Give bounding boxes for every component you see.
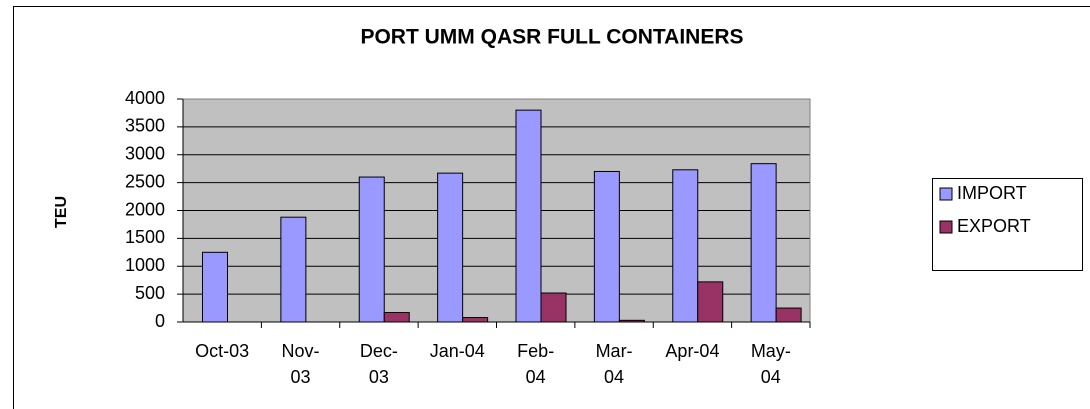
bar — [540, 292, 567, 323]
bar — [437, 172, 464, 323]
bar — [202, 251, 228, 323]
x-tick-label: Dec-03 — [359, 341, 398, 387]
chart-title: PORT UMM QASR FULL CONTAINERS — [360, 26, 743, 49]
legend-swatch — [939, 220, 953, 234]
bar — [750, 163, 777, 323]
legend-box — [932, 178, 1083, 271]
bar — [672, 169, 699, 323]
y-tick-label: 2500 — [125, 171, 165, 191]
x-tick-label: Mar-04 — [595, 341, 633, 387]
y-tick-label: 0 — [155, 311, 165, 331]
y-tick-label: 3500 — [125, 116, 165, 136]
x-tick-label: May-04 — [750, 341, 791, 387]
bar — [515, 109, 542, 323]
y-axis-label: TEU — [53, 196, 70, 228]
y-tick-label: 500 — [135, 283, 165, 303]
y-tick-label: 1500 — [125, 227, 165, 247]
bar — [775, 307, 802, 323]
y-tick-label: 3000 — [125, 144, 165, 164]
legend-label: EXPORT — [957, 216, 1031, 236]
bar — [280, 216, 307, 323]
x-tick-label: Jan-04 — [429, 341, 485, 361]
bar — [618, 319, 645, 323]
y-tick-label: 1000 — [125, 255, 165, 275]
bar — [593, 170, 620, 323]
x-tick-label: Oct-03 — [195, 341, 250, 361]
bar — [462, 317, 489, 323]
bar — [358, 176, 385, 323]
bar — [383, 312, 410, 323]
x-tick-label: Feb-04 — [517, 341, 555, 387]
bar — [697, 281, 724, 323]
legend-label: IMPORT — [957, 183, 1027, 203]
x-tick-label: Apr-04 — [665, 341, 720, 361]
y-tick-label: 2000 — [125, 199, 165, 219]
x-tick-label: Nov-03 — [281, 341, 320, 387]
legend-swatch — [939, 187, 953, 201]
y-tick-label: 4000 — [125, 88, 165, 108]
